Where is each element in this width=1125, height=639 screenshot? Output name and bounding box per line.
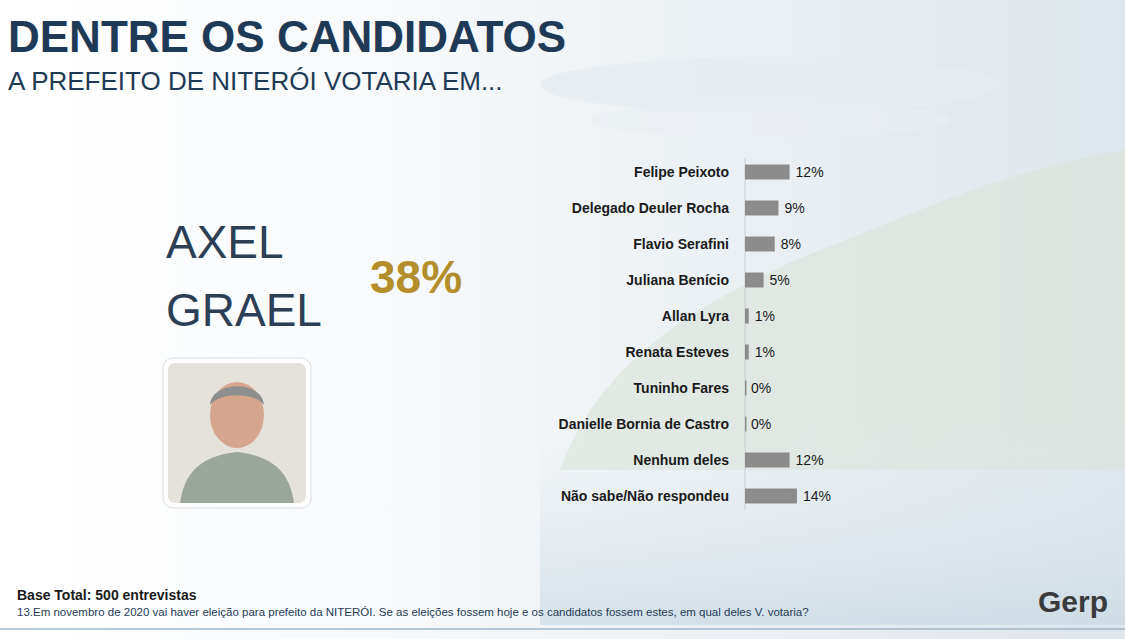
highlight-name-line: GRAEL <box>166 284 322 336</box>
background <box>0 0 1125 639</box>
category-label: Allan Lyra <box>662 308 729 324</box>
bar <box>745 201 778 216</box>
photo-head <box>210 382 264 448</box>
highlight-name-line: AXEL <box>166 216 284 268</box>
photo-frame <box>163 358 311 508</box>
data-label: 1% <box>755 308 775 324</box>
bar <box>745 381 747 396</box>
category-label: Felipe Peixoto <box>634 164 729 180</box>
chart: DENTRE OS CANDIDATOS A PREFEITO DE NITERÓ… <box>0 0 1125 639</box>
data-label: 0% <box>751 380 771 396</box>
bar <box>745 489 797 504</box>
highlight-name: AXEL GRAEL <box>166 216 322 336</box>
category-label: Não sabe/Não respondeu <box>561 488 729 504</box>
data-label: 12% <box>796 164 824 180</box>
data-label: 8% <box>781 236 801 252</box>
photo-hair <box>210 386 264 405</box>
labels: Felipe Peixoto 12% Delegado Deuler Rocha 9%… <box>559 164 831 504</box>
category-label: Tuninho Fares <box>634 380 730 396</box>
category-label: Nenhum deles <box>633 452 729 468</box>
data-label: 1% <box>755 344 775 360</box>
category-label: Danielle Bornia de Castro <box>559 416 729 432</box>
museum-base <box>590 102 950 138</box>
bar <box>745 345 749 360</box>
question: 13.Em novembro de 2020 vai haver eleição… <box>17 606 809 618</box>
bar <box>745 453 790 468</box>
category-label: Delegado Deuler Rocha <box>572 200 729 216</box>
category-label: Renata Esteves <box>625 344 729 360</box>
data-label: 0% <box>751 416 771 432</box>
photo <box>168 363 306 503</box>
bar <box>745 417 747 432</box>
data-label: 9% <box>784 200 804 216</box>
bar <box>745 273 764 288</box>
data-label: 14% <box>803 488 831 504</box>
bar <box>745 237 775 252</box>
footer-rule <box>0 628 1125 630</box>
photo-body <box>180 452 294 503</box>
sea <box>540 420 1125 625</box>
footnote: Base Total: 500 entrevistas <box>17 587 197 603</box>
bar <box>745 165 790 180</box>
data-label: 5% <box>770 272 790 288</box>
logo: Gerp <box>1038 585 1108 618</box>
category-label: Flavio Serafini <box>633 236 729 252</box>
bar <box>745 309 749 324</box>
highlight-value: 38% <box>370 251 462 303</box>
title: DENTRE OS CANDIDATOS <box>8 12 566 61</box>
data-label: 12% <box>796 452 824 468</box>
category-label: Juliana Benício <box>626 272 729 288</box>
subtitle: A PREFEITO DE NITERÓI VOTARIA EM... <box>8 66 503 96</box>
